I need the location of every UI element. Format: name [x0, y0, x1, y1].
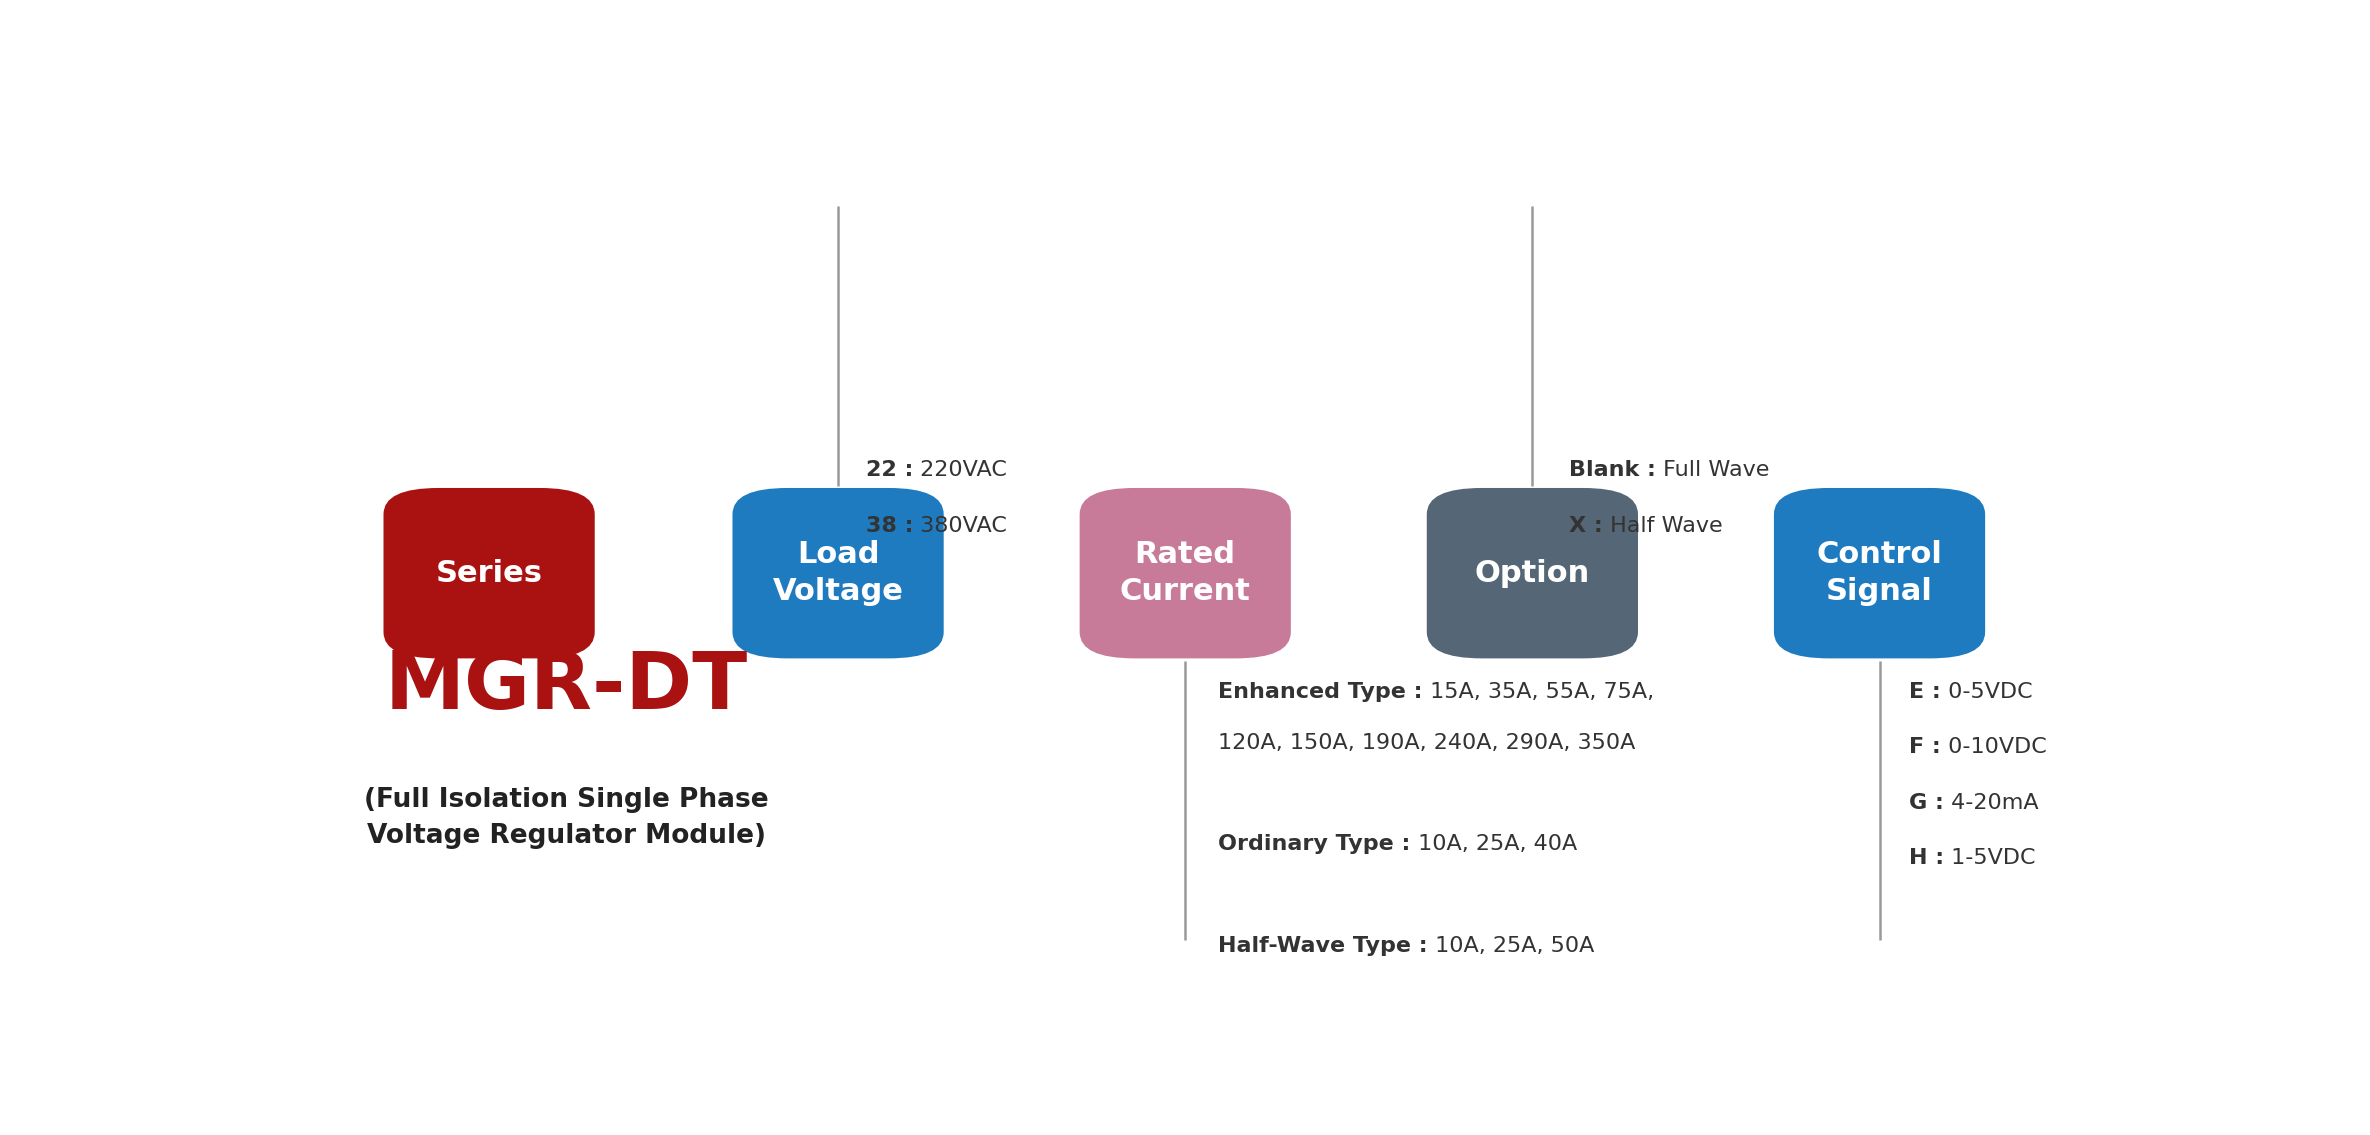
Text: X :: X : — [1569, 516, 1602, 537]
FancyBboxPatch shape — [1081, 488, 1292, 658]
FancyBboxPatch shape — [1773, 488, 1986, 658]
Text: Ordinary Type :: Ordinary Type : — [1218, 834, 1410, 855]
Text: 0-5VDC: 0-5VDC — [1941, 682, 2033, 703]
Text: 10A, 25A, 40A: 10A, 25A, 40A — [1410, 834, 1576, 855]
FancyBboxPatch shape — [732, 488, 943, 658]
FancyBboxPatch shape — [1427, 488, 1638, 658]
Text: Option: Option — [1474, 558, 1590, 588]
Text: Load
Voltage: Load Voltage — [773, 540, 903, 606]
Text: Half-Wave Type :: Half-Wave Type : — [1218, 936, 1427, 956]
Text: 4-20mA: 4-20mA — [1943, 792, 2038, 813]
Text: Blank :: Blank : — [1569, 460, 1657, 480]
Text: Rated
Current: Rated Current — [1119, 540, 1251, 606]
Text: 120A, 150A, 190A, 240A, 290A, 350A: 120A, 150A, 190A, 240A, 290A, 350A — [1218, 733, 1635, 754]
Text: 22 :: 22 : — [865, 460, 912, 480]
Text: G :: G : — [1908, 792, 1943, 813]
Text: Enhanced Type :: Enhanced Type : — [1218, 682, 1422, 703]
Text: Series: Series — [436, 558, 543, 588]
Text: 10A, 25A, 50A: 10A, 25A, 50A — [1427, 936, 1595, 956]
FancyBboxPatch shape — [384, 488, 595, 658]
Text: F :: F : — [1908, 738, 1941, 757]
Text: Full Wave: Full Wave — [1657, 460, 1770, 480]
Text: 15A, 35A, 55A, 75A,: 15A, 35A, 55A, 75A, — [1422, 682, 1654, 703]
Text: 1-5VDC: 1-5VDC — [1943, 848, 2036, 867]
Text: Half Wave: Half Wave — [1602, 516, 1723, 537]
Text: 380VAC: 380VAC — [912, 516, 1007, 537]
Text: (Full Isolation Single Phase
Voltage Regulator Module): (Full Isolation Single Phase Voltage Reg… — [365, 787, 768, 849]
Text: 38 :: 38 : — [865, 516, 912, 537]
Text: MGR-DT: MGR-DT — [384, 648, 749, 725]
Text: 0-10VDC: 0-10VDC — [1941, 738, 2045, 757]
Text: Control
Signal: Control Signal — [1815, 540, 1943, 606]
Text: E :: E : — [1908, 682, 1941, 703]
Text: 220VAC: 220VAC — [912, 460, 1007, 480]
Text: H :: H : — [1908, 848, 1943, 867]
